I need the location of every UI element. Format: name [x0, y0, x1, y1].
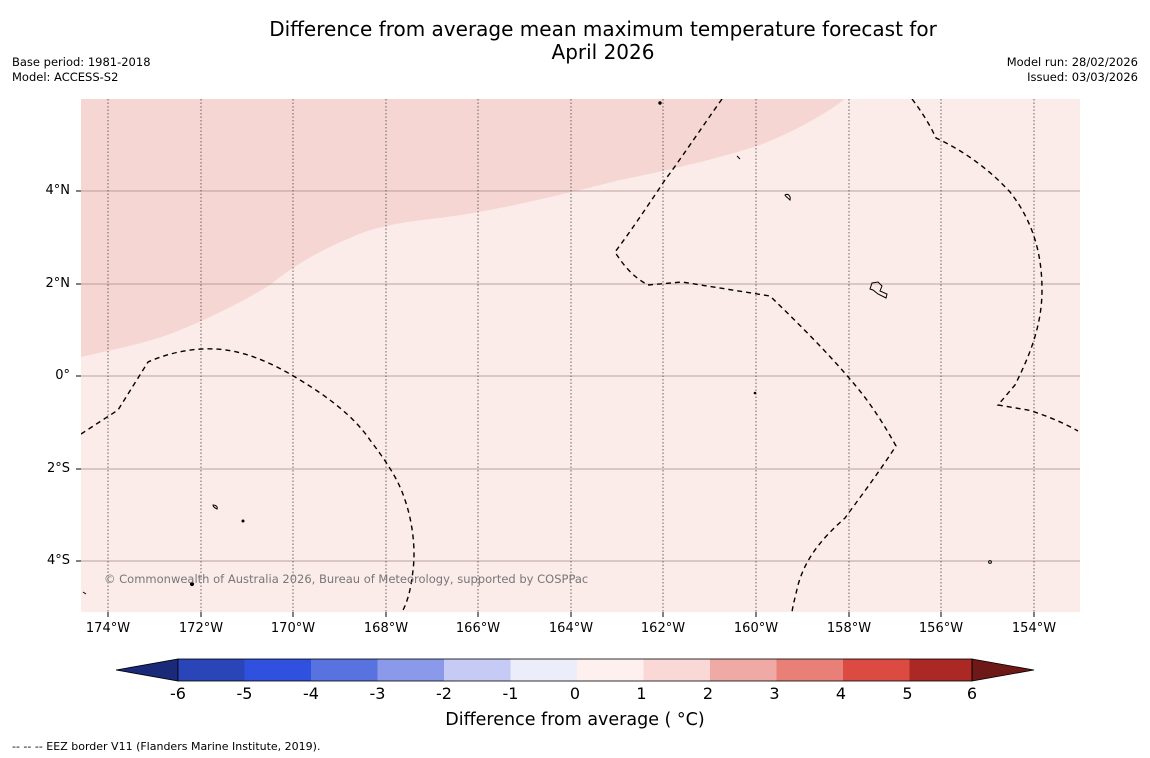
colorbar — [115, 658, 1035, 682]
eez-border-central — [614, 99, 897, 612]
colorbar-bin — [710, 659, 777, 681]
colorbar-tick-label: -2 — [436, 684, 452, 703]
colorbar-bin — [244, 659, 311, 681]
lon-label-172w: 172°W — [178, 621, 224, 636]
colorbar-bin — [311, 659, 378, 681]
colorbar-bin — [510, 659, 577, 681]
latitude-gridlines — [81, 190, 1080, 562]
lon-label-164w: 164°W — [548, 621, 594, 636]
lon-label-158w: 158°W — [826, 621, 872, 636]
colorbar-tick-label: -1 — [502, 684, 519, 703]
issued-date: Issued: 03/03/2026 — [1027, 70, 1138, 84]
island-kiritimati — [869, 281, 888, 299]
island-south-west — [212, 504, 218, 510]
colorbar-bin — [444, 659, 511, 681]
colorbar-bin — [577, 659, 644, 681]
colorbar-bin — [377, 659, 444, 681]
model-run: Model run: 28/02/2026 — [1006, 55, 1138, 69]
lat-label-4n: 4°N — [45, 183, 71, 198]
islet-south — [189, 581, 195, 587]
colorbar-tick-label: -4 — [303, 684, 319, 703]
islet-mid — [736, 155, 741, 160]
colorbar-tick-label: 5 — [902, 684, 913, 703]
colorbar-outline — [177, 658, 973, 682]
lon-label-154w: 154°W — [1011, 621, 1057, 636]
lon-label-160w: 160°W — [733, 621, 779, 636]
eez-footnote: -- -- -- EEZ border V11 (Flanders Marine… — [12, 740, 321, 753]
axis-ticks — [76, 190, 1035, 617]
colorbar-bin — [643, 659, 710, 681]
map-area — [81, 99, 1080, 612]
colorbar-tick-label: 3 — [769, 684, 780, 703]
colorbar-bin — [178, 659, 245, 681]
islet-west-edge — [82, 591, 87, 595]
title-line-2: April 2026 — [551, 40, 655, 64]
colorbar-tick-label: -6 — [170, 684, 186, 703]
colorbar-tick-label: -3 — [369, 684, 386, 703]
lon-label-166w: 166°W — [455, 621, 501, 636]
title-line-1: Difference from average mean maximum tem… — [269, 17, 937, 41]
lon-label-170w: 170°W — [270, 621, 316, 636]
longitude-gridlines — [107, 99, 1035, 612]
colorbar-tick-label: 1 — [636, 684, 647, 703]
anomaly-region-1-2 — [81, 99, 845, 357]
lon-label-156w: 156°W — [918, 621, 964, 636]
islet-tiny — [753, 391, 757, 395]
colorbar-bin — [909, 659, 974, 681]
meta-right: Model run: 28/02/2026 Issued: 03/03/2026 — [1007, 55, 1138, 85]
colorbar-extend-high — [971, 658, 1035, 682]
colorbar-tick-label: -5 — [236, 684, 253, 703]
eez-borders — [81, 99, 1079, 612]
eez-border-west — [81, 348, 415, 612]
lon-label-168w: 168°W — [363, 621, 409, 636]
islet-south-east — [988, 560, 992, 564]
lat-label-2n: 2°N — [45, 276, 71, 291]
islands — [82, 101, 992, 595]
copyright-notice: © Commonwealth of Australia 2026, Bureau… — [104, 572, 589, 586]
colorbar-bin — [843, 659, 910, 681]
chart-title: Difference from average mean maximum tem… — [0, 18, 1150, 64]
base-period: Base period: 1981-2018 — [12, 55, 151, 69]
island-near-160w — [784, 193, 791, 201]
colorbar-tick-label: 4 — [835, 684, 847, 703]
eez-border-east — [911, 99, 1079, 432]
lat-label-2s: 2°S — [46, 461, 70, 476]
colorbar-extend-low — [115, 658, 179, 682]
lat-label-0: 0° — [55, 368, 70, 383]
islet-small — [241, 519, 245, 523]
meta-left: Base period: 1981-2018 Model: ACCESS-S2 — [12, 55, 151, 85]
lon-label-162w: 162°W — [640, 621, 686, 636]
colorbar-tick-label: 2 — [702, 684, 714, 703]
colorbar-bin — [776, 659, 843, 681]
lon-label-174w: 174°W — [85, 621, 131, 636]
colorbar-title: Difference from average ( °C) — [445, 710, 705, 730]
model-name: Model: ACCESS-S2 — [12, 70, 119, 84]
lat-label-4s: 4°S — [46, 553, 70, 568]
colorbar-tick-label: 0 — [569, 684, 581, 703]
colorbar-tick-label: 6 — [966, 684, 978, 703]
islet-north — [658, 101, 662, 105]
